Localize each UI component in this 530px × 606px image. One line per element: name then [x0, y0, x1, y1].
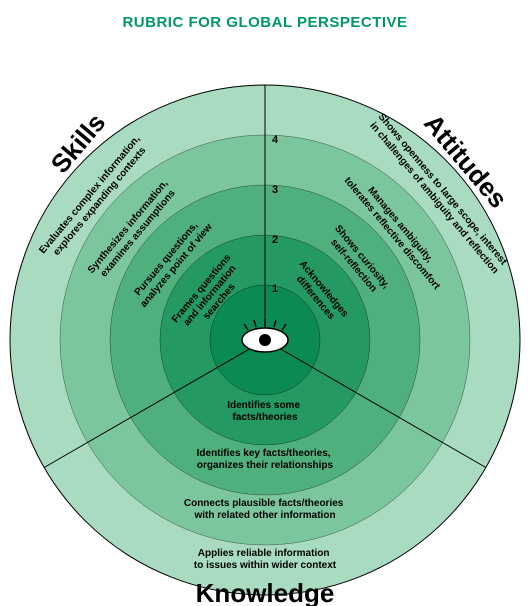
- level-3-label: 3: [272, 184, 278, 196]
- svg-text:Identifies key facts/theories,: Identifies key facts/theories, organizes…: [197, 448, 334, 471]
- level-4-label: 4: [272, 134, 279, 146]
- svg-text:Applies reliable information: Applies reliable information to issues w…: [194, 548, 337, 571]
- sector-label-knowledge: Knowledge: [196, 578, 335, 606]
- svg-text:Connects plausible facts/theor: Connects plausible facts/theories with r…: [184, 498, 346, 521]
- svg-text:Identifies some facts/th: Identifies some facts/theories: [227, 400, 303, 423]
- level-1-label: 1: [272, 283, 278, 295]
- level-2-label: 2: [272, 234, 278, 246]
- rubric-diagram: 1 2 3 4 Skills Evaluates complex informa…: [0, 0, 530, 606]
